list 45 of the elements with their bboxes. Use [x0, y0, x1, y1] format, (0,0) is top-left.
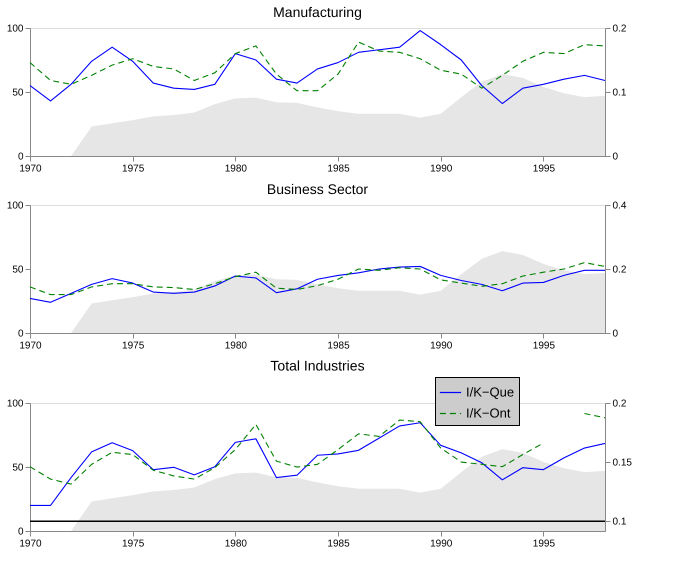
y-tick-label: 100	[6, 200, 24, 212]
x-tick-label: 1975	[122, 538, 145, 550]
x-tick-label: 1975	[122, 340, 145, 352]
y2-tick-label: 0	[612, 152, 618, 162]
y2-tick-label: 0.2	[612, 264, 627, 276]
y2-tick-label: 0.1	[612, 516, 627, 528]
x-tick-label: 1970	[19, 164, 42, 174]
x-tick-label: 1995	[532, 340, 556, 352]
y2-tick-label: 0.4	[612, 200, 627, 212]
y-tick-label: 50	[12, 88, 24, 98]
legend-label: I/K−Que	[466, 384, 514, 400]
line-series	[29, 266, 606, 303]
y2-tick-label: 0.1	[612, 88, 627, 98]
x-tick-label: 1995	[532, 538, 556, 550]
x-tick-label: 1975	[122, 164, 145, 174]
x-tick-label: 1980	[224, 340, 248, 352]
x-tick-label: 1980	[224, 164, 248, 174]
x-tick-label: 1985	[327, 164, 350, 174]
y-tick-label: 100	[6, 398, 24, 410]
x-tick-label: 1970	[19, 538, 42, 550]
x-tick-label: 1985	[327, 538, 350, 550]
y-tick-label: 0	[18, 328, 24, 340]
y-tick-label: 50	[12, 264, 24, 276]
chart-title: Total Industries	[270, 358, 365, 374]
x-tick-label: 1985	[327, 340, 350, 352]
line-series	[29, 30, 606, 104]
y-tick-label: 0	[18, 526, 24, 538]
chart-title: Business Sector	[266, 181, 368, 197]
x-tick-label: 1970	[19, 340, 42, 352]
y-tick-label: 100	[6, 24, 24, 34]
x-tick-label: 1995	[532, 164, 556, 174]
line-series	[29, 262, 606, 296]
y-tick-label: 50	[12, 462, 24, 474]
y-tick-label: 0	[18, 152, 24, 162]
x-tick-label: 1980	[224, 538, 248, 550]
x-tick-label: 1990	[430, 164, 453, 174]
y2-tick-label: 0.15	[612, 458, 632, 469]
y2-tick-label: 0.2	[612, 24, 627, 34]
y2-tick-label: 0	[612, 328, 618, 340]
legend-label: I/K−Ont	[466, 406, 511, 420]
chart-title: Manufacturing	[273, 4, 362, 20]
x-tick-label: 1990	[430, 340, 453, 352]
line-series	[29, 422, 606, 506]
x-tick-label: 1990	[430, 538, 453, 550]
y2-tick-label: 0.2	[612, 398, 627, 410]
